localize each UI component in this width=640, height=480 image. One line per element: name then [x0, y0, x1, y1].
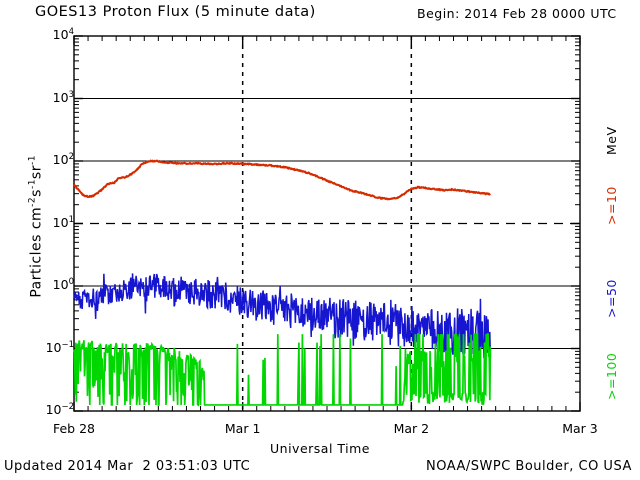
x-tick-label: Mar 2 — [393, 421, 430, 436]
updated-timestamp: Updated 2014 Mar 2 03:51:03 UTC — [4, 459, 251, 474]
x-tick-label: Mar 1 — [224, 421, 261, 436]
y-tick-label: 104 — [52, 27, 74, 43]
x-tick-label: Mar 3 — [562, 421, 598, 436]
data-series-layer — [73, 159, 492, 407]
x-tick-label: Feb 28 — [52, 421, 95, 436]
series-ge50mev — [73, 273, 492, 361]
y-tick-label: 10−1 — [45, 339, 74, 355]
y-tick-label: 100 — [52, 277, 74, 293]
series-ge100mev — [73, 332, 492, 407]
axis-ticks — [73, 35, 581, 412]
y-tick-label: 10−2 — [45, 402, 74, 418]
x-axis-label: Universal Time — [270, 441, 370, 456]
y-tick-label: 102 — [52, 152, 74, 168]
source-credit: NOAA/SWPC Boulder, CO USA — [426, 459, 632, 474]
begin-time-label: Begin: 2014 Feb 28 0000 UTC — [417, 6, 617, 21]
y-tick-label: 103 — [52, 89, 74, 105]
chart-title: GOES13 Proton Flux (5 minute data) — [35, 4, 316, 20]
y-tick-label: 101 — [52, 214, 74, 230]
series-ge10mev — [73, 159, 491, 201]
